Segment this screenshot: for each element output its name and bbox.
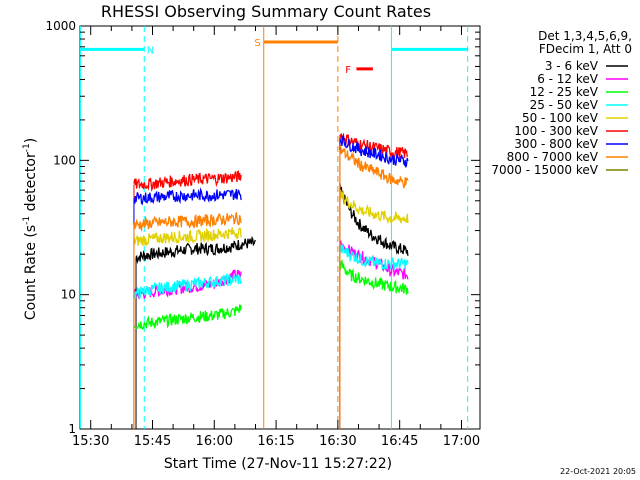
series-line <box>133 170 242 192</box>
series-line <box>133 227 242 247</box>
flag-label: N <box>147 45 154 56</box>
legend-label: 100 - 300 keV <box>514 124 598 138</box>
legend-label: 25 - 50 keV <box>530 98 599 112</box>
series-line <box>339 144 409 189</box>
flag-label: F <box>345 65 351 76</box>
series-line <box>339 183 409 256</box>
legend-label: 3 - 6 keV <box>545 59 599 73</box>
x-tick-label: 16:30 <box>319 434 356 449</box>
x-axis: 15:30 15:45 16:00 16:15 16:30 16:45 17:00 <box>72 26 480 449</box>
series-line <box>133 272 242 300</box>
series-line <box>133 269 242 300</box>
legend: Det 1,3,4,5,6,9, FDecim 1, Att 0 3 - 6 k… <box>491 29 632 177</box>
x-tick-label: 15:30 <box>72 434 109 449</box>
series-line <box>339 240 409 280</box>
timestamp: 22-Oct-2021 20:05 <box>560 467 636 476</box>
legend-label: 800 - 7000 keV <box>507 150 599 164</box>
flag-label: S <box>254 38 260 49</box>
legend-label: 6 - 12 keV <box>537 72 599 86</box>
legend-label: 12 - 25 keV <box>530 85 599 99</box>
legend-label: 300 - 800 keV <box>514 137 598 151</box>
series-line <box>133 304 242 331</box>
y-axis: 1 10 100 1000 <box>45 19 480 436</box>
series-line <box>339 132 409 160</box>
series-layer <box>133 132 409 429</box>
y-tick-label: 10 <box>61 288 76 302</box>
x-tick-label: 17:00 <box>443 434 480 449</box>
y-tick-label: 1000 <box>45 19 76 33</box>
series-line <box>339 189 409 225</box>
series-line <box>339 135 409 168</box>
x-tick-label: 16:15 <box>257 434 294 449</box>
legend-label: 7000 - 15000 keV <box>491 163 598 177</box>
series-line <box>133 187 242 206</box>
series-line <box>135 235 257 265</box>
y-tick-label: 100 <box>53 153 76 167</box>
flag-boundaries <box>79 26 469 429</box>
series-line <box>133 212 242 233</box>
legend-header-line-1: Det 1,3,4,5,6,9, <box>538 29 632 43</box>
series-line <box>339 258 409 295</box>
legend-header-line-2: FDecim 1, Att 0 <box>539 42 632 56</box>
x-tick-label: 16:45 <box>381 434 418 449</box>
legend-label: 50 - 100 keV <box>522 111 599 125</box>
x-tick-label: 16:00 <box>196 434 233 449</box>
y-tick-label: 1 <box>68 422 76 436</box>
y-axis-label: Count Rate (s-1 detector-1) <box>22 138 39 320</box>
x-tick-label: 15:45 <box>134 434 171 449</box>
x-axis-label: Start Time (27-Nov-11 15:27:22) <box>164 456 392 472</box>
flags-layer: N S F <box>80 38 468 76</box>
chart-title: RHESSI Observing Summary Count Rates <box>101 2 431 21</box>
series-line <box>339 244 409 270</box>
